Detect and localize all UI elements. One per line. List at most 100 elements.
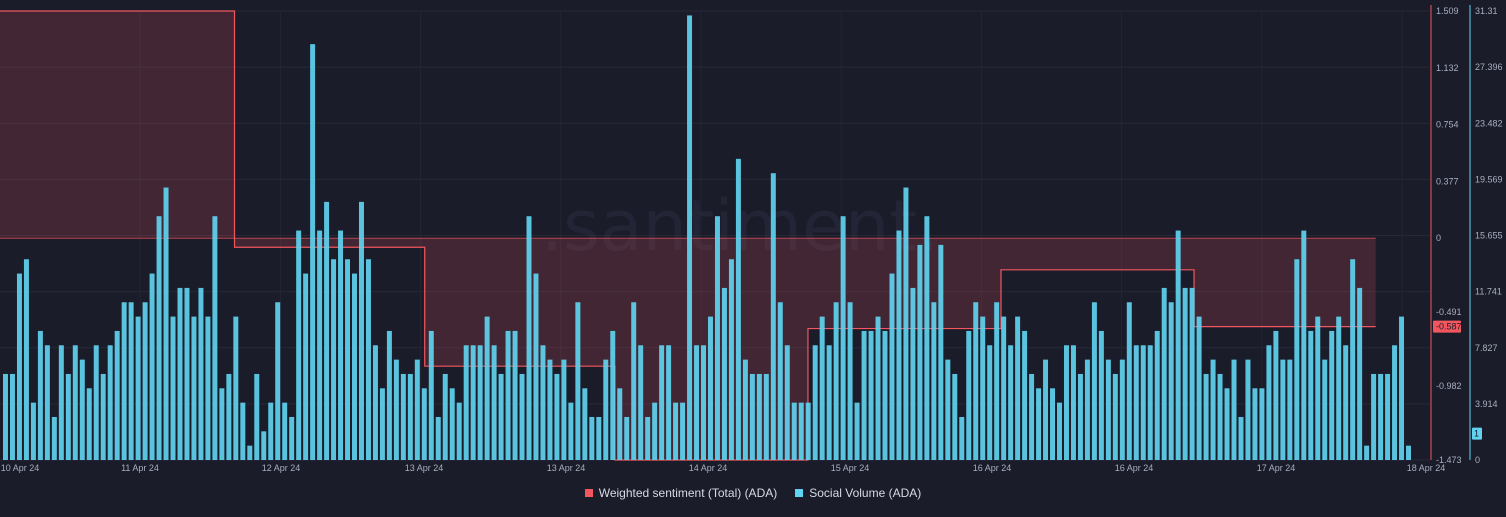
social-volume-bar[interactable]: [135, 316, 141, 460]
social-volume-bar[interactable]: [547, 359, 553, 460]
social-volume-bar[interactable]: [603, 359, 609, 460]
social-volume-bar[interactable]: [1203, 373, 1209, 460]
social-volume-bar[interactable]: [1224, 388, 1230, 460]
social-volume-bar[interactable]: [177, 287, 183, 460]
social-volume-bar[interactable]: [763, 373, 769, 460]
social-volume-bar[interactable]: [617, 388, 623, 460]
social-volume-bar[interactable]: [959, 416, 965, 460]
social-volume-bar[interactable]: [170, 316, 176, 460]
social-volume-bar[interactable]: [156, 216, 162, 460]
social-volume-bar[interactable]: [198, 287, 204, 460]
social-volume-bar[interactable]: [1273, 330, 1279, 460]
social-volume-bar[interactable]: [875, 316, 881, 460]
social-volume-bar[interactable]: [666, 345, 672, 460]
social-volume-bar[interactable]: [526, 216, 532, 460]
social-volume-bar[interactable]: [1196, 316, 1202, 460]
social-volume-bar[interactable]: [296, 230, 302, 460]
social-volume-bar[interactable]: [1238, 416, 1244, 460]
social-volume-bar[interactable]: [338, 230, 344, 460]
social-volume-bar[interactable]: [407, 373, 413, 460]
social-volume-bar[interactable]: [1126, 302, 1132, 460]
social-volume-bar[interactable]: [282, 402, 288, 460]
social-volume-bar[interactable]: [896, 230, 902, 460]
social-volume-bar[interactable]: [365, 259, 371, 460]
social-volume-bar[interactable]: [1350, 259, 1356, 460]
social-volume-bar[interactable]: [1294, 259, 1300, 460]
social-volume-bar[interactable]: [184, 287, 190, 460]
social-volume-bar[interactable]: [1084, 359, 1090, 460]
social-volume-bar[interactable]: [840, 216, 846, 460]
social-volume-bar[interactable]: [596, 416, 602, 460]
social-volume-bar[interactable]: [1385, 373, 1391, 460]
social-volume-bar[interactable]: [1063, 345, 1069, 460]
social-volume-bar[interactable]: [1280, 359, 1286, 460]
social-volume-bar[interactable]: [1259, 388, 1265, 460]
social-volume-bar[interactable]: [456, 402, 462, 460]
social-volume-bar[interactable]: [1189, 287, 1195, 460]
social-volume-bar[interactable]: [393, 359, 399, 460]
social-volume-bar[interactable]: [358, 201, 364, 460]
social-volume-bar[interactable]: [289, 416, 295, 460]
social-volume-bar[interactable]: [610, 330, 616, 460]
social-volume-bar[interactable]: [498, 373, 504, 460]
social-volume-bar[interactable]: [791, 402, 797, 460]
social-volume-bar[interactable]: [226, 373, 232, 460]
social-volume-bar[interactable]: [512, 330, 518, 460]
social-volume-bar[interactable]: [1406, 445, 1411, 460]
social-volume-bar[interactable]: [721, 287, 727, 460]
legend-item-social-volume[interactable]: Social Volume (ADA): [795, 486, 921, 500]
social-volume-bar[interactable]: [1091, 302, 1097, 460]
social-volume-bar[interactable]: [345, 259, 351, 460]
social-volume-bar[interactable]: [1015, 316, 1021, 460]
social-volume-bar[interactable]: [938, 244, 944, 460]
social-volume-bar[interactable]: [400, 373, 406, 460]
social-volume-bar[interactable]: [310, 44, 316, 461]
social-volume-bar[interactable]: [533, 273, 539, 460]
social-volume-bar[interactable]: [638, 345, 644, 460]
social-volume-bar[interactable]: [212, 216, 218, 460]
social-volume-bar[interactable]: [812, 345, 818, 460]
social-volume-bar[interactable]: [519, 373, 525, 460]
social-volume-bar[interactable]: [1266, 345, 1272, 460]
social-volume-bar[interactable]: [631, 302, 637, 460]
chart-area[interactable]: .santiment. 1.5091.1320.7540.3770-0.491-…: [0, 0, 1506, 480]
social-volume-bar[interactable]: [708, 316, 713, 460]
social-volume-bar[interactable]: [714, 216, 720, 460]
social-volume-bar[interactable]: [491, 345, 497, 460]
social-volume-bar[interactable]: [142, 302, 148, 460]
social-volume-bar[interactable]: [701, 345, 706, 460]
social-volume-bar[interactable]: [505, 330, 511, 460]
social-volume-bar[interactable]: [924, 216, 930, 460]
social-volume-bar[interactable]: [945, 359, 951, 460]
social-volume-bar[interactable]: [1399, 316, 1405, 460]
social-volume-bar[interactable]: [673, 402, 679, 460]
social-volume-bar[interactable]: [1077, 373, 1083, 460]
social-volume-bar[interactable]: [994, 302, 1000, 460]
social-volume-bar[interactable]: [882, 330, 888, 460]
social-volume-bar[interactable]: [72, 345, 78, 460]
social-volume-bar[interactable]: [624, 416, 630, 460]
social-volume-bar[interactable]: [93, 345, 99, 460]
social-volume-bar[interactable]: [903, 187, 909, 461]
social-volume-bar[interactable]: [1140, 345, 1146, 460]
social-volume-bar[interactable]: [268, 402, 274, 460]
social-volume-bar[interactable]: [1147, 345, 1153, 460]
social-volume-bar[interactable]: [51, 416, 57, 460]
social-volume-bar[interactable]: [107, 345, 113, 460]
social-volume-bar[interactable]: [756, 373, 762, 460]
social-volume-bar[interactable]: [987, 345, 993, 460]
social-volume-bar[interactable]: [826, 345, 832, 460]
social-volume-bar[interactable]: [1070, 345, 1076, 460]
social-volume-bar[interactable]: [435, 416, 441, 460]
social-volume-bar[interactable]: [37, 330, 43, 460]
social-volume-bar[interactable]: [86, 388, 92, 460]
social-volume-bar[interactable]: [128, 302, 134, 460]
social-volume-bar[interactable]: [861, 330, 867, 460]
social-volume-bar[interactable]: [114, 330, 120, 460]
social-volume-bar[interactable]: [1182, 287, 1188, 460]
social-volume-bar[interactable]: [233, 316, 239, 460]
social-volume-bar[interactable]: [386, 330, 392, 460]
social-volume-bar[interactable]: [324, 201, 330, 460]
social-volume-bar[interactable]: [149, 273, 155, 460]
social-volume-bar[interactable]: [44, 345, 50, 460]
